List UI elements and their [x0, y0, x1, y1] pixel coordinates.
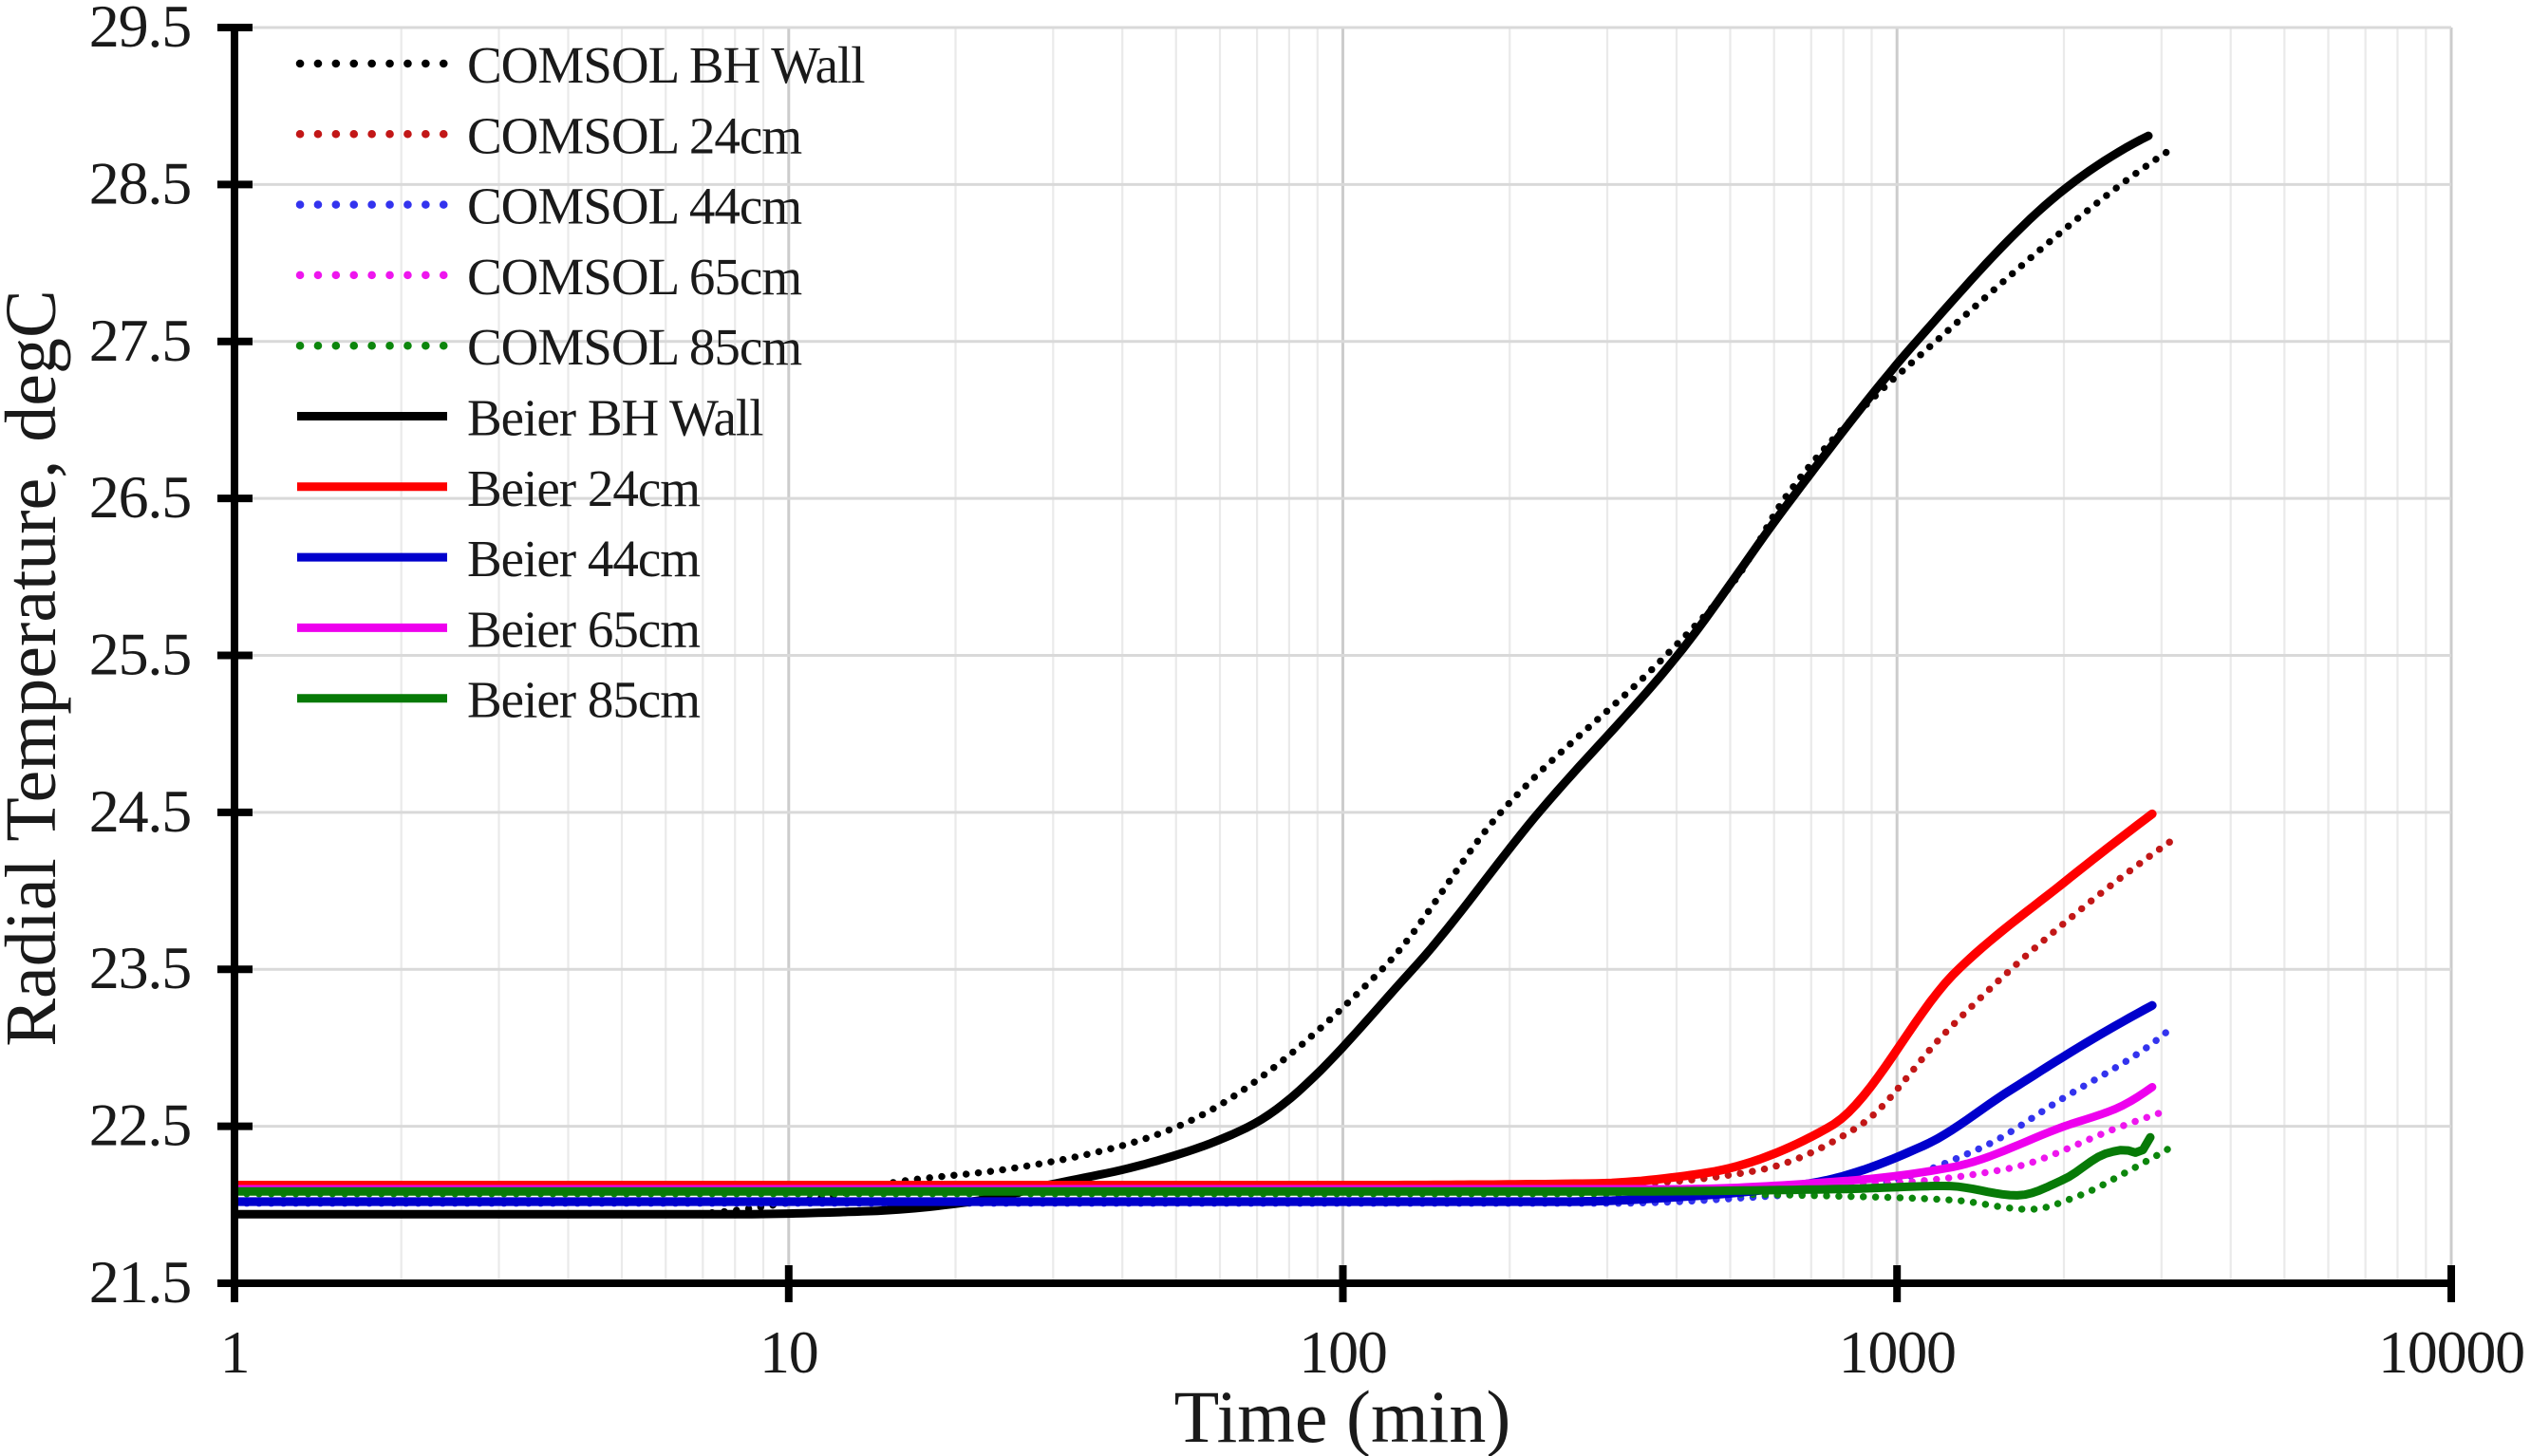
svg-text:COMSOL 44cm: COMSOL 44cm	[467, 177, 801, 235]
svg-text:1000: 1000	[1839, 1318, 1956, 1386]
svg-text:25.5: 25.5	[89, 621, 191, 688]
svg-text:23.5: 23.5	[89, 934, 191, 1001]
svg-text:22.5: 22.5	[89, 1092, 191, 1159]
svg-text:27.5: 27.5	[89, 307, 191, 374]
svg-text:24.5: 24.5	[89, 777, 191, 845]
svg-text:26.5: 26.5	[89, 463, 191, 531]
svg-text:COMSOL BH Wall: COMSOL BH Wall	[467, 36, 865, 94]
svg-text:Beier 65cm: Beier 65cm	[467, 600, 700, 658]
svg-text:28.5: 28.5	[89, 149, 191, 216]
svg-text:Time (min): Time (min)	[1174, 1375, 1511, 1456]
svg-text:10: 10	[759, 1318, 818, 1386]
svg-text:100: 100	[1299, 1318, 1386, 1386]
svg-text:COMSOL 24cm: COMSOL 24cm	[467, 106, 801, 164]
svg-text:Beier 85cm: Beier 85cm	[467, 671, 700, 729]
svg-text:Beier BH Wall: Beier BH Wall	[467, 389, 763, 447]
svg-text:Beier 44cm: Beier 44cm	[467, 530, 700, 588]
svg-text:COMSOL 85cm: COMSOL 85cm	[467, 318, 801, 376]
svg-text:21.5: 21.5	[89, 1248, 191, 1316]
svg-text:29.5: 29.5	[89, 0, 191, 60]
svg-text:10000: 10000	[2378, 1318, 2524, 1386]
svg-text:1: 1	[220, 1318, 250, 1386]
svg-text:Radial Temperature, degC: Radial Temperature, degC	[0, 289, 71, 1046]
svg-text:COMSOL 65cm: COMSOL 65cm	[467, 248, 801, 306]
svg-text:Beier 24cm: Beier 24cm	[467, 459, 700, 517]
